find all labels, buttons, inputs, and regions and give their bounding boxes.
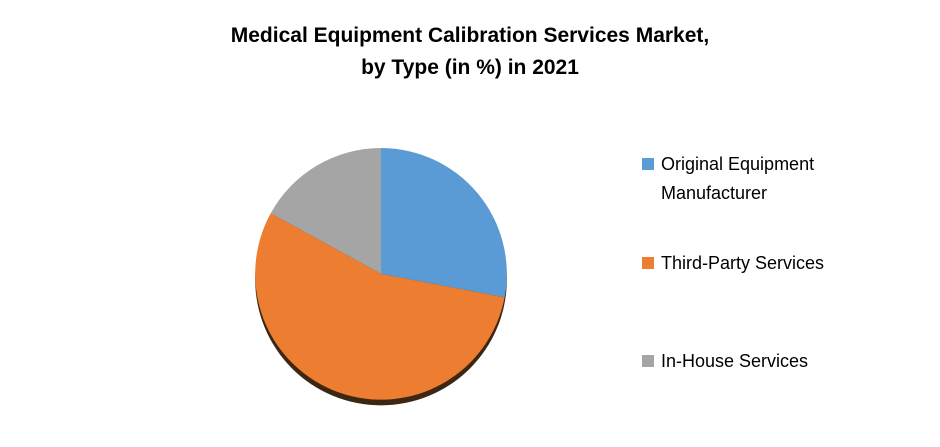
chart-title-line1: Medical Equipment Calibration Services M… (230, 24, 710, 47)
legend-swatch-in-house (642, 355, 654, 367)
legend-item-in-house: In-House Services (642, 347, 808, 376)
pie-slice-1 (255, 213, 505, 400)
legend-label-oem: Original Equipment Manufacturer (661, 154, 815, 203)
legend-swatch-third-party (642, 257, 654, 269)
legend-label-third-party: Third-Party Services (661, 253, 825, 273)
pie-slice-0 (381, 148, 507, 298)
legend-label-in-house: In-House Services (661, 351, 809, 371)
pie-chart-svg (255, 148, 507, 406)
chart-title: Medical Equipment Calibration Services M… (0, 20, 940, 84)
pie-chart (250, 143, 512, 411)
legend-item-oem: Original Equipment Manufacturer (642, 150, 846, 208)
legend-swatch-oem (642, 158, 654, 170)
legend-item-third-party: Third-Party Services (642, 249, 824, 278)
chart-title-line2: by Type (in %) in 2021 (361, 56, 579, 79)
pie-slice-2 (270, 148, 381, 274)
chart-legend: Original Equipment Manufacturer Third-Pa… (642, 0, 912, 447)
